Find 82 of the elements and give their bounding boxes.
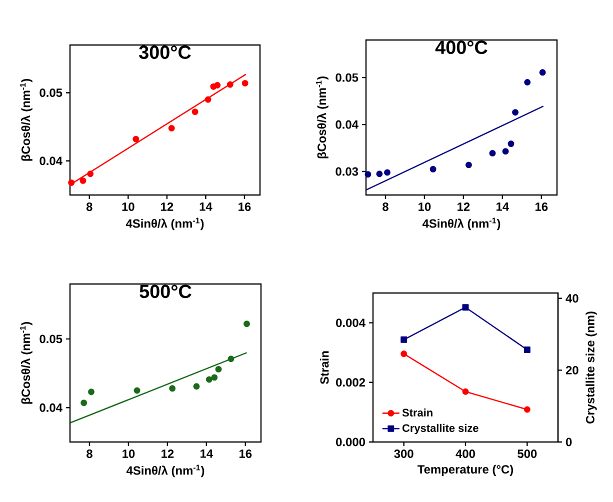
point — [462, 388, 469, 395]
point — [68, 179, 75, 186]
point — [430, 166, 436, 172]
x-tick-label: 16 — [536, 202, 548, 211]
y2-tick-label: 0 — [566, 438, 572, 446]
point — [512, 109, 519, 116]
x-axis-title: Temperature (°C) — [418, 464, 514, 476]
point — [364, 171, 372, 178]
y2-axis-title: Crystallite size (nm) — [586, 312, 597, 424]
point — [226, 81, 234, 88]
point — [244, 320, 250, 328]
point — [524, 406, 530, 413]
point — [132, 136, 140, 142]
point — [169, 385, 176, 392]
x-tick-label: 14 — [496, 202, 510, 211]
chart-title: 300°C — [139, 46, 191, 59]
x-tick-label: 16 — [238, 202, 251, 211]
chart-title: 400°C — [435, 40, 488, 54]
point — [168, 124, 175, 132]
y-tick-label: 0.03 — [336, 167, 358, 176]
y-tick-label: 0.05 — [40, 334, 62, 344]
point — [242, 80, 248, 86]
x-tick-label: 8 — [382, 202, 388, 211]
point — [192, 108, 198, 116]
x-tick-label: 12 — [458, 202, 470, 211]
point — [508, 140, 514, 148]
x-tick-label: 12 — [161, 202, 174, 211]
point — [88, 388, 94, 396]
y-tick-label: 0.04 — [40, 403, 62, 412]
point — [539, 69, 546, 76]
x-tick-label: 14 — [200, 450, 213, 458]
point — [87, 170, 94, 178]
x-tick-label: 10 — [122, 202, 134, 211]
y-tick-label: 0.05 — [40, 88, 62, 97]
x-tick-label: 8 — [86, 202, 92, 211]
x-tick-label: 400 — [456, 450, 475, 458]
point — [524, 346, 530, 353]
legend-label: Strain — [402, 408, 432, 417]
point — [214, 82, 221, 88]
point — [465, 162, 472, 168]
point — [228, 356, 234, 362]
y-axis-title: βCosθ/λ (nm$^{-1}$) — [20, 322, 32, 404]
point — [80, 400, 88, 406]
point — [204, 96, 212, 103]
x-tick-label: 12 — [162, 450, 174, 458]
y2-tick-label: 40 — [566, 294, 578, 303]
x-axis-title: 4Sinθ/λ (nm$^{-1}$) — [422, 218, 500, 230]
point — [80, 177, 86, 184]
point — [400, 336, 408, 343]
point — [400, 350, 408, 358]
point — [376, 170, 383, 178]
y-axis-title: βCosθ/λ (nm$^{-1}$) — [20, 79, 32, 161]
x-tick-label: 300 — [394, 450, 414, 458]
point — [215, 366, 222, 372]
y-axis-title: Strain — [320, 351, 329, 384]
x-tick-label: 10 — [122, 450, 135, 458]
x-tick-label: 500 — [518, 450, 537, 458]
legend-label: Crystallite size — [402, 424, 478, 434]
x-tick-label: 8 — [86, 450, 92, 458]
y-tick-label: 0.05 — [336, 73, 358, 82]
x-axis-title: 4Sinθ/λ (nm$^{-1}$) — [126, 218, 204, 230]
y-tick-label: 0.04 — [336, 120, 358, 129]
point — [462, 304, 469, 311]
y2-tick-label: 20 — [566, 366, 578, 374]
x-tick-label: 16 — [240, 450, 252, 458]
x-tick-label: 10 — [418, 202, 431, 211]
y-tick-label: 0.004 — [336, 318, 366, 328]
point — [211, 374, 218, 381]
y-tick-label: 0.04 — [40, 156, 62, 166]
y-tick-label: 0.000 — [336, 438, 365, 446]
x-axis-title: 4Sinθ/λ (nm$^{-1}$) — [126, 464, 204, 478]
point — [134, 387, 140, 394]
chart-title: 500°C — [140, 284, 192, 298]
point — [384, 169, 390, 176]
point — [524, 79, 531, 86]
y-axis-title: βCosθ/λ (nm$^{-1}$) — [316, 76, 328, 158]
y-tick-label: 0.002 — [336, 378, 366, 387]
point — [206, 376, 212, 383]
point — [193, 383, 200, 390]
x-tick-label: 14 — [200, 202, 212, 211]
point — [502, 148, 509, 155]
point — [489, 150, 496, 156]
